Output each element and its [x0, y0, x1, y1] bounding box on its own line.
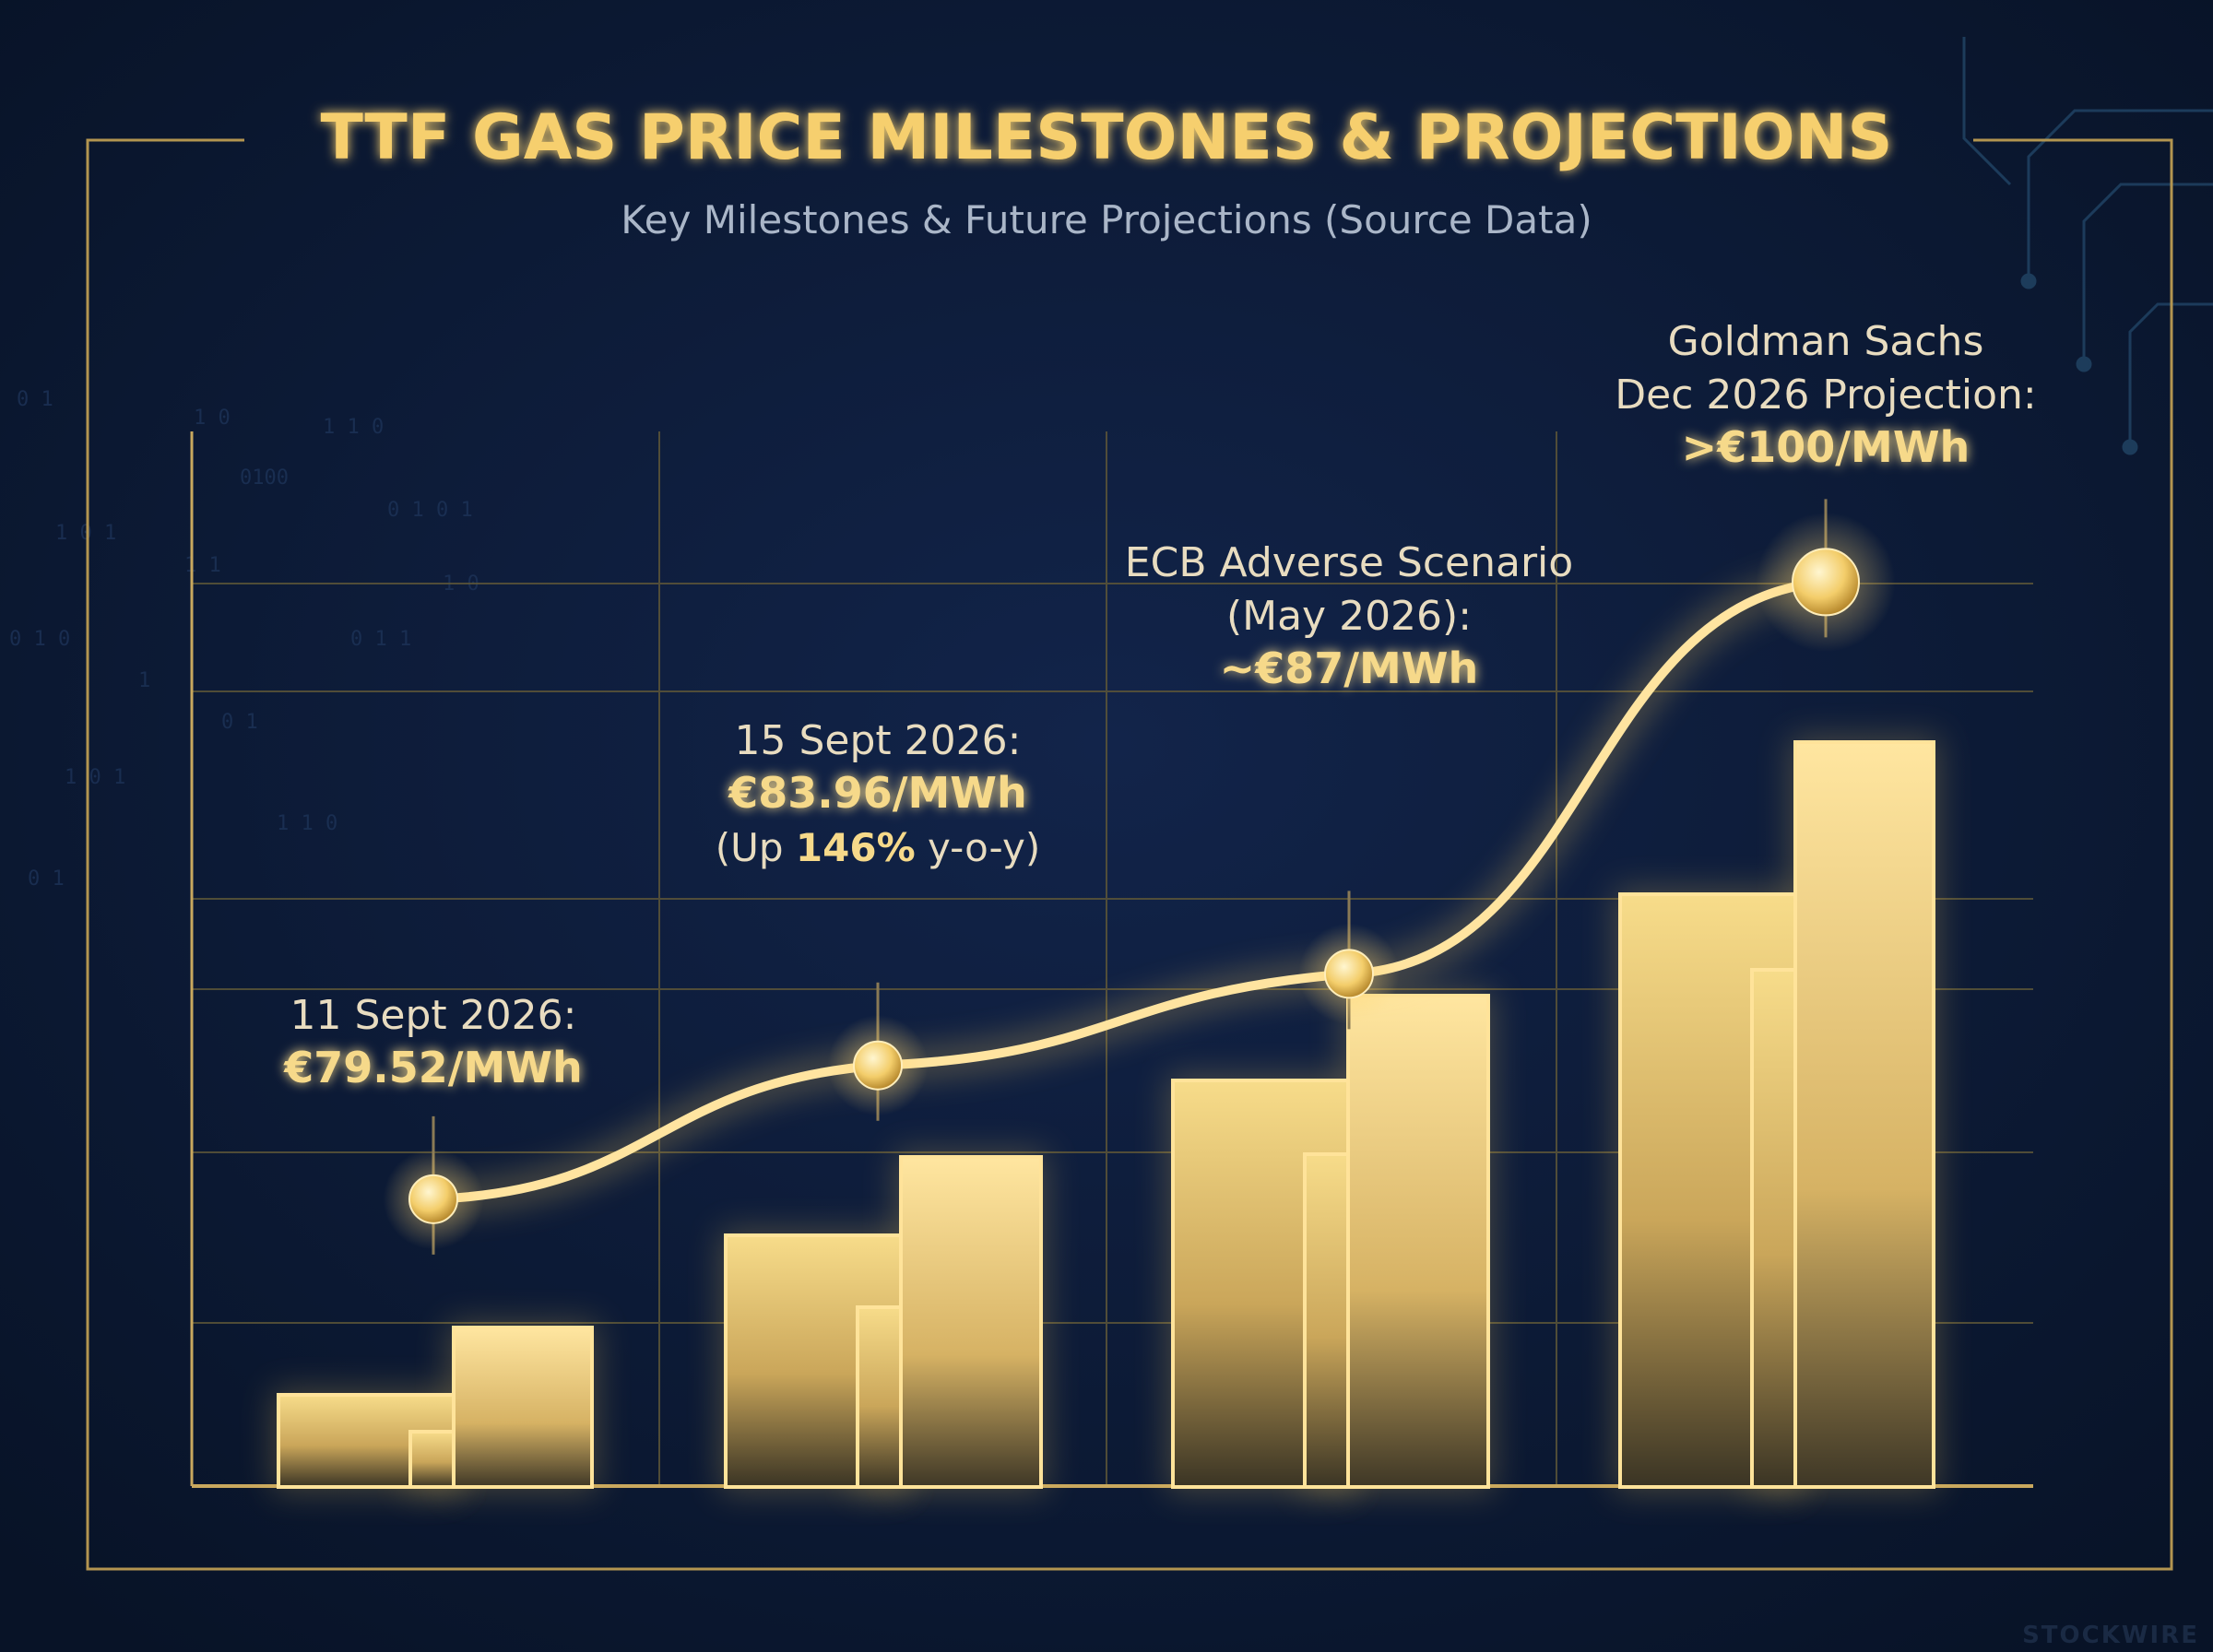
svg-text:0 1: 0 1 — [17, 388, 53, 411]
svg-text:1 0 1: 1 0 1 — [55, 522, 116, 545]
annotation-3: ECB Adverse Scenario (May 2026):~€87/MWh — [1125, 539, 1573, 693]
data-point — [408, 1174, 458, 1224]
svg-text:0 1 0: 0 1 0 — [9, 628, 70, 651]
circuit-decoration — [1962, 37, 2213, 455]
annotation-extra: (Up 146% y-o-y) — [716, 825, 1040, 870]
svg-text:1 0 1: 1 0 1 — [65, 766, 125, 789]
data-point — [1792, 548, 1860, 617]
annotation-2: 15 Sept 2026:€83.96/MWh (Up 146% y-o-y) — [716, 717, 1040, 870]
annotation-value: >€100/MWh — [1682, 422, 1970, 472]
svg-text:1 1 0: 1 1 0 — [277, 812, 337, 835]
data-point — [853, 1040, 903, 1091]
bar — [408, 1430, 456, 1489]
binary-decoration: 0 1 1 0 0100 1 0 1 1 1 0 1 0 1 0 1 1 0 1 1 1 0… — [9, 388, 479, 891]
annotation-1: 11 Sept 2026:€79.52/MWh — [283, 992, 583, 1092]
bar — [1750, 968, 1797, 1489]
svg-text:1 1: 1 1 — [184, 554, 221, 577]
annotation-value: ~€87/MWh — [1220, 643, 1479, 693]
annotation-value: €79.52/MWh — [283, 1043, 583, 1092]
bar-group-1 — [273, 1322, 598, 1493]
series-line-layer — [383, 499, 1896, 1255]
bar — [1793, 740, 1935, 1489]
bar — [899, 1155, 1043, 1489]
annotation-label: ECB Adverse Scenario — [1125, 539, 1573, 586]
svg-text:1 1 0: 1 1 0 — [323, 416, 384, 439]
annotation-labels: 11 Sept 2026:€79.52/MWh 15 Sept 2026:€83.… — [283, 318, 2037, 1092]
watermark: STOCKWIRE — [2022, 1622, 2199, 1649]
bar-group-2 — [720, 1151, 1047, 1493]
annotation-label: Goldman Sachs — [1668, 318, 1984, 365]
annotation-label: 11 Sept 2026: — [290, 992, 577, 1039]
bar-group-4 — [1615, 737, 1939, 1493]
data-point — [1324, 949, 1374, 999]
svg-text:0 1: 0 1 — [28, 867, 65, 891]
bar — [452, 1326, 594, 1489]
chart-title: TTF GAS PRICE MILESTONES & PROJECTIONS — [320, 101, 1892, 174]
annotation-label: (May 2026): — [1226, 593, 1472, 640]
svg-text:0 1 0 1: 0 1 0 1 — [387, 499, 473, 522]
annotation-label: Dec 2026 Projection: — [1615, 372, 2037, 419]
bar — [1303, 1152, 1350, 1489]
outer-frame — [86, 138, 2173, 1571]
svg-text:0 1 1: 0 1 1 — [350, 628, 411, 651]
svg-text:1: 1 — [138, 669, 150, 692]
bar — [1346, 994, 1490, 1489]
svg-text:0 1: 0 1 — [221, 711, 258, 734]
bar-group-3 — [1167, 990, 1494, 1493]
decorative-bars — [273, 737, 1939, 1493]
annotation-4: Goldman Sachs Dec 2026 Projection:>€100/M… — [1615, 318, 2037, 472]
svg-text:0100: 0100 — [240, 466, 289, 490]
annotation-label: 15 Sept 2026: — [735, 717, 1022, 764]
series-line — [429, 577, 1830, 1204]
bar — [856, 1305, 903, 1489]
svg-text:1 0: 1 0 — [194, 407, 231, 430]
chart-subtitle: Key Milestones & Future Projections (Sou… — [621, 197, 1592, 242]
annotation-value: €83.96/MWh — [728, 768, 1027, 818]
